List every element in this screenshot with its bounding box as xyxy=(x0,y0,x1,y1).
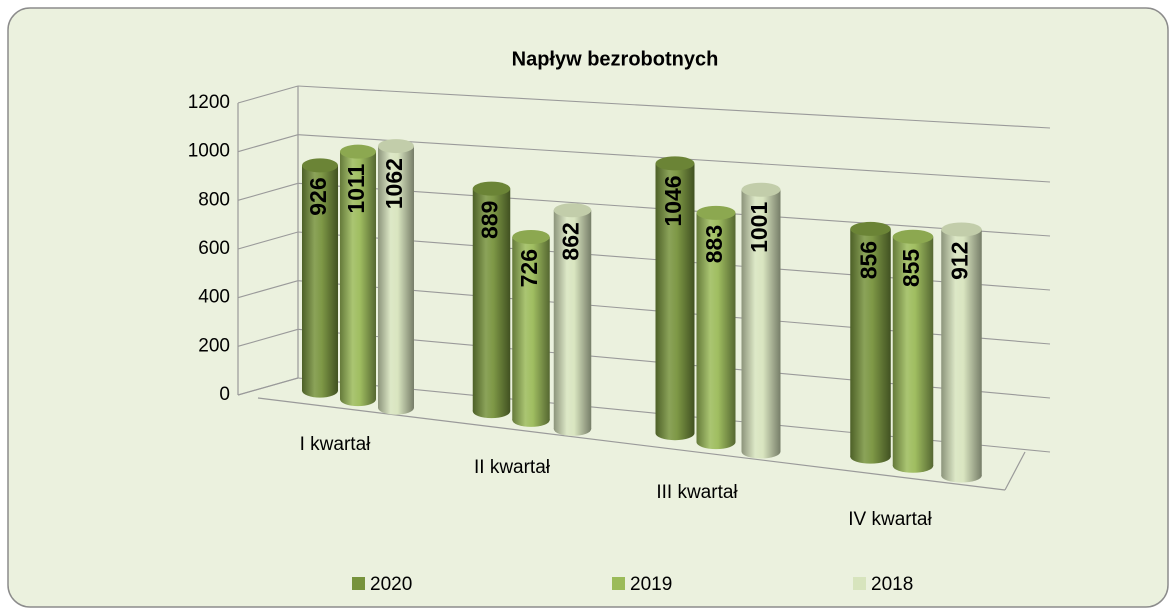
grid-line xyxy=(237,182,299,201)
bar-top xyxy=(512,229,550,244)
legend-swatch xyxy=(612,577,625,590)
y-tick-label: 600 xyxy=(198,238,230,259)
bar xyxy=(553,203,592,436)
bar-top xyxy=(340,144,376,159)
value-label: 1046 xyxy=(660,175,686,226)
bar-body xyxy=(512,236,550,420)
grid-line xyxy=(237,280,299,299)
bar xyxy=(472,181,511,419)
y-tick-label: 800 xyxy=(198,189,230,210)
value-label: 889 xyxy=(477,201,503,239)
bar-body xyxy=(655,163,695,434)
bar-top xyxy=(655,156,695,171)
value-label: 1011 xyxy=(343,163,369,213)
bar-top xyxy=(553,203,592,218)
y-tick-label: 200 xyxy=(198,335,230,356)
bar-body xyxy=(340,151,376,400)
value-label: 1062 xyxy=(381,158,407,209)
bar-body xyxy=(472,188,511,412)
bar-body xyxy=(850,228,891,457)
value-label: 912 xyxy=(947,241,973,279)
bar xyxy=(378,139,414,415)
x-tick-label: I kwartał xyxy=(300,434,372,455)
bar-body xyxy=(378,146,414,408)
legend-swatch xyxy=(853,577,866,590)
y-tick-label: 1000 xyxy=(188,141,230,162)
legend-label: 2019 xyxy=(630,574,672,595)
grid-line xyxy=(237,134,299,153)
bar-body xyxy=(741,189,781,452)
bar xyxy=(850,221,891,464)
bar-top xyxy=(941,222,982,237)
chart-title: Napływ bezrobotnych xyxy=(512,48,719,70)
grid-line xyxy=(237,231,299,250)
bar-top xyxy=(302,158,338,173)
x-tick-label: IV kwartał xyxy=(848,509,932,530)
bar-body xyxy=(302,165,338,391)
x-tick-label: III kwartał xyxy=(656,482,738,503)
value-label: 883 xyxy=(701,225,727,263)
value-label: 926 xyxy=(305,177,331,215)
bar-top xyxy=(850,221,891,236)
grid-line xyxy=(237,377,299,396)
grid-line xyxy=(237,328,299,347)
bar xyxy=(941,222,982,483)
x-tick-label: II kwartał xyxy=(474,457,551,478)
bar xyxy=(302,158,338,398)
value-label: 1001 xyxy=(746,202,772,253)
bar xyxy=(696,205,736,450)
bar xyxy=(340,144,376,407)
value-label: 855 xyxy=(898,249,924,288)
bar xyxy=(892,229,934,473)
legend-label: 2018 xyxy=(871,574,913,595)
bar-top xyxy=(892,229,934,244)
bar-body xyxy=(696,212,736,443)
y-tick-label: 1200 xyxy=(188,92,230,113)
bar-top xyxy=(378,139,414,154)
bar-top xyxy=(472,181,511,196)
bar xyxy=(741,182,781,459)
bar-body xyxy=(941,229,982,476)
bar xyxy=(512,229,550,427)
y-tick-label: 400 xyxy=(198,287,230,308)
value-label: 856 xyxy=(856,241,882,279)
legend-swatch xyxy=(352,577,365,590)
legend-label: 2020 xyxy=(370,574,412,595)
bar-top xyxy=(741,182,781,197)
grid-line xyxy=(297,85,1051,129)
y-tick-label: 0 xyxy=(219,384,230,405)
value-label: 726 xyxy=(516,249,542,287)
bar-body xyxy=(892,236,934,466)
bar-body xyxy=(553,210,592,429)
value-label: 862 xyxy=(558,222,584,260)
bar-top xyxy=(696,205,736,220)
grid-line xyxy=(237,85,299,104)
bar xyxy=(655,156,695,441)
